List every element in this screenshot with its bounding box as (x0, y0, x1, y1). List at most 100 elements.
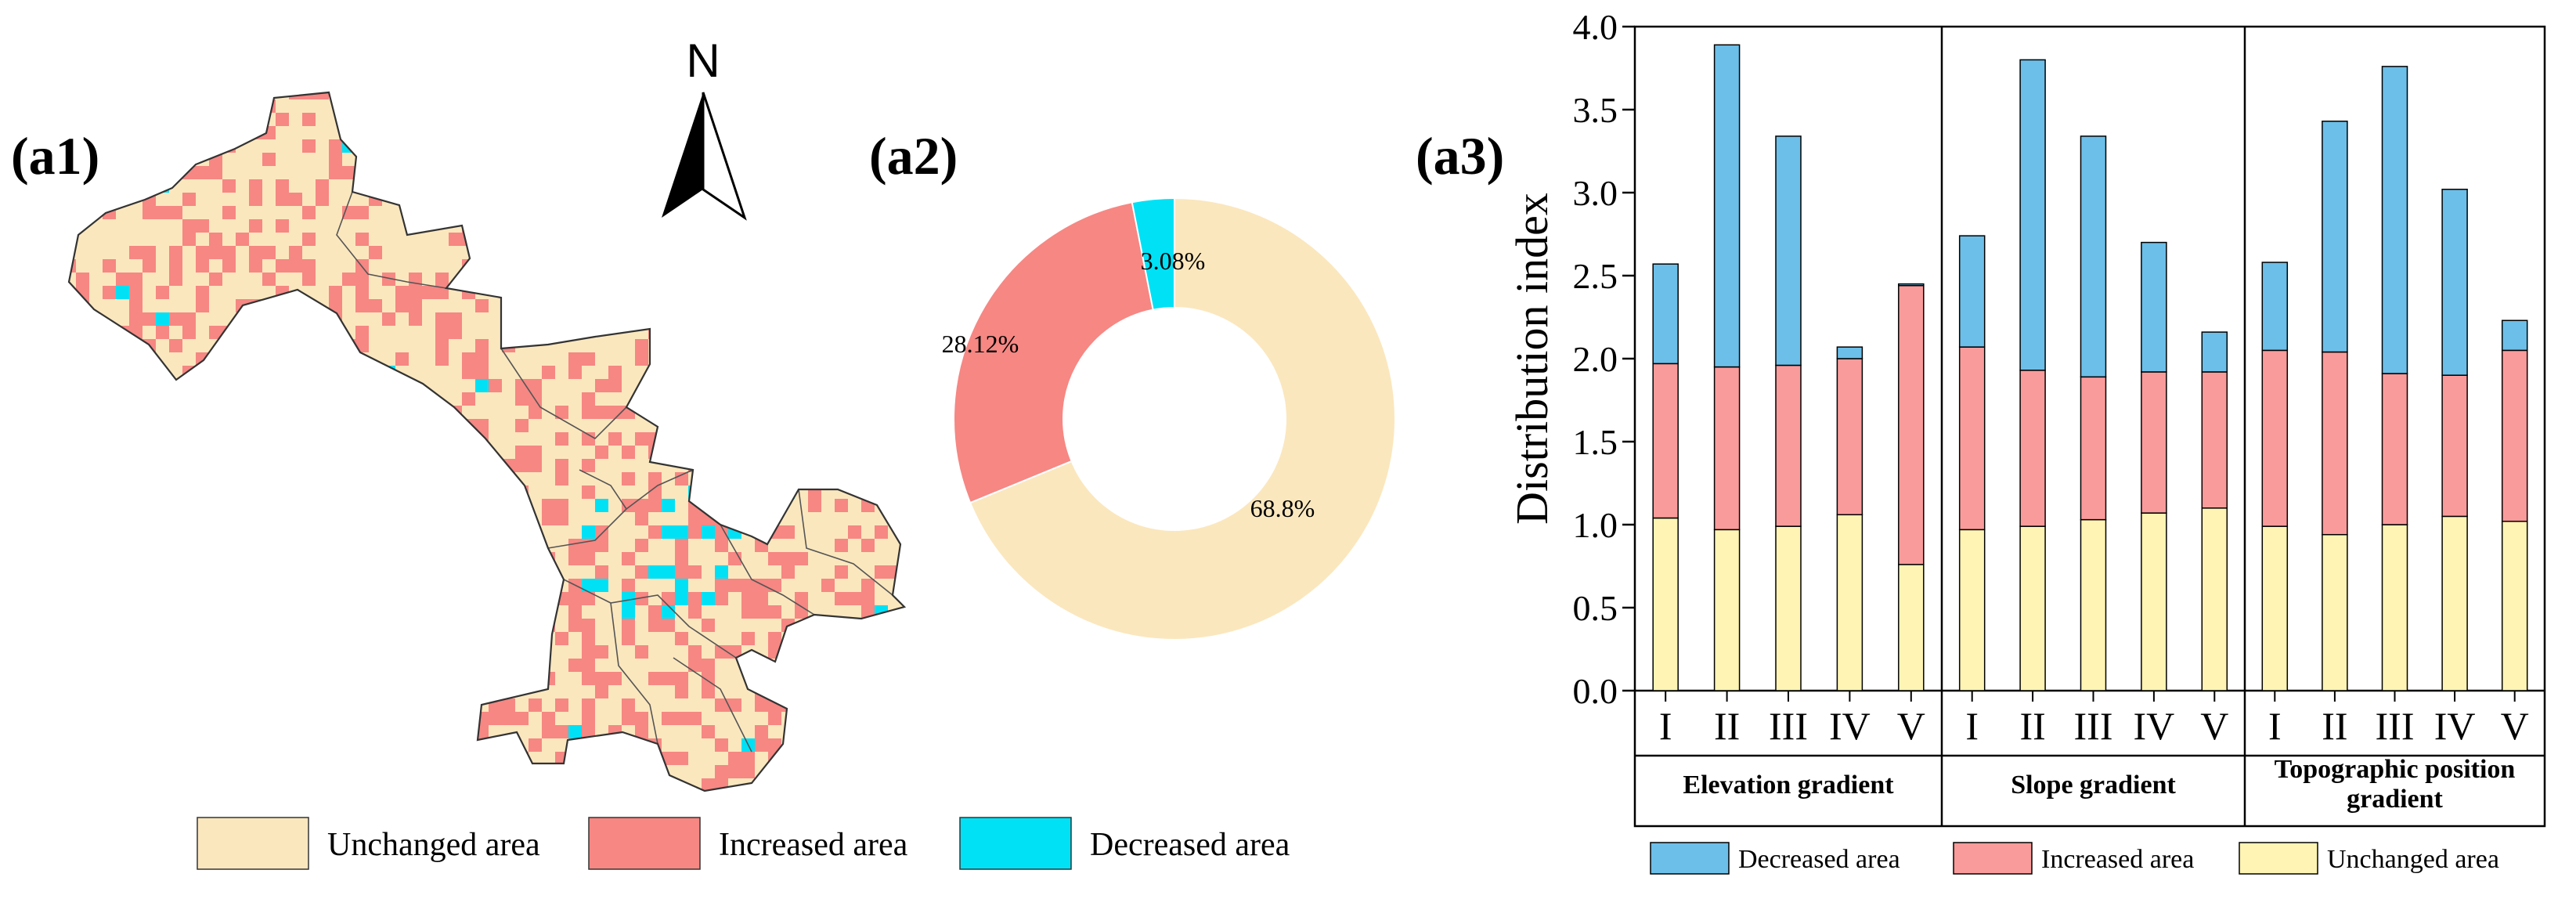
map-change-cell (209, 233, 222, 246)
map-change-cell (635, 352, 648, 366)
map-change-cell (515, 752, 529, 765)
map-change-cell (635, 792, 648, 805)
map-legend-label-increased: Increased area (719, 827, 908, 863)
map-change-cell (861, 485, 875, 499)
map-change-cell (76, 552, 89, 565)
map-change-cell (662, 712, 675, 725)
map-change-cell (222, 246, 236, 259)
map-change-cell (648, 219, 662, 233)
map-change-cell (875, 286, 888, 299)
map-change-cell (129, 552, 143, 565)
map-change-cell (89, 778, 103, 791)
map-change-cell (595, 406, 608, 419)
map-change-cell (835, 565, 848, 579)
map-change-cell (848, 446, 861, 459)
map-change-cell (675, 712, 688, 725)
map-change-cell (462, 139, 475, 153)
y-tick-label: 0.0 (1573, 671, 1618, 711)
map-change-cell (875, 233, 888, 246)
map-change-cell (182, 605, 196, 619)
map-change-cell (103, 432, 116, 446)
map-change-cell (76, 619, 89, 632)
map-change-cell (143, 672, 156, 685)
map-change-cell (542, 219, 555, 233)
map-change-cell (795, 419, 808, 432)
map-change-cell (129, 153, 143, 166)
map-change-cell (808, 273, 821, 286)
map-change-cell (529, 659, 542, 672)
map-change-cell (276, 725, 289, 738)
map-change-cell (808, 139, 821, 153)
map-change-cell (169, 672, 182, 685)
map-change-cell (289, 592, 302, 605)
map-change-cell (289, 326, 302, 339)
map-change-cell (888, 698, 901, 712)
map-change-cell (143, 605, 156, 619)
map-change-cell (848, 525, 861, 539)
map-change-cell (622, 605, 635, 619)
map-change-cell (222, 352, 236, 366)
map-change-cell (662, 499, 675, 512)
map-change-cell (795, 685, 808, 698)
map-change-cell (222, 525, 236, 539)
map-change-cell (355, 712, 369, 725)
map-change-cell (568, 552, 582, 565)
map-change-cell (542, 193, 555, 206)
map-change-cell (369, 126, 382, 139)
map-change-cell (622, 299, 635, 312)
map-change-cell (622, 472, 635, 485)
map-change-cell (515, 139, 529, 153)
map-change-cell (755, 166, 768, 179)
group-label: Elevation gradient (1683, 771, 1894, 800)
map-change-cell (236, 765, 249, 778)
map-change-cell (156, 459, 169, 472)
x-tick-label: III (1769, 704, 1808, 748)
map-change-cell (156, 326, 169, 339)
map-change-cell (861, 259, 875, 273)
map-change-cell (169, 565, 182, 579)
map-change-cell (622, 446, 635, 459)
map-change-cell (116, 366, 129, 379)
map-change-cell (502, 752, 515, 765)
map-change-cell (608, 406, 622, 419)
map-change-cell (582, 659, 595, 672)
map-change-cell (755, 725, 768, 738)
map-change-cell (702, 352, 715, 366)
map-change-cell (329, 166, 342, 179)
map-change-cell (156, 206, 169, 219)
map-change-cell (382, 419, 395, 432)
map-change-cell (289, 565, 302, 579)
map-change-cell (888, 113, 901, 126)
map-change-cell (435, 645, 449, 659)
map-change-cell (422, 672, 435, 685)
map-change-cell (355, 499, 369, 512)
map-change-cell (395, 605, 409, 619)
map-change-cell (409, 99, 422, 113)
map-change-cell (595, 193, 608, 206)
map-change-cell (821, 312, 835, 326)
x-tick-label: V (1897, 704, 1925, 748)
map-change-cell (116, 286, 129, 299)
map-change-cell (289, 379, 302, 392)
map-change-cell (236, 619, 249, 632)
map-change-cell (515, 392, 529, 406)
map-change-cell (209, 525, 222, 539)
map-change-cell (182, 166, 196, 179)
map-change-cell (129, 446, 143, 459)
map-change-cell (316, 92, 329, 99)
map-change-cell (489, 273, 502, 286)
map-change-cell (901, 206, 904, 219)
map-change-cell (529, 153, 542, 166)
map-change-cell (568, 99, 582, 113)
map-change-cell (103, 166, 116, 179)
map-change-cell (515, 552, 529, 565)
map-change-cell (741, 419, 755, 432)
north-arrow-left-half (662, 92, 703, 218)
bar-segment-increased (2201, 371, 2228, 509)
bar-segment-unchanged (2019, 525, 2046, 691)
map-change-cell (316, 778, 329, 791)
map-change-cell (302, 712, 316, 725)
bar-segment-unchanged (1958, 529, 1986, 691)
map-change-cell (329, 778, 342, 791)
map-change-cell (502, 126, 515, 139)
